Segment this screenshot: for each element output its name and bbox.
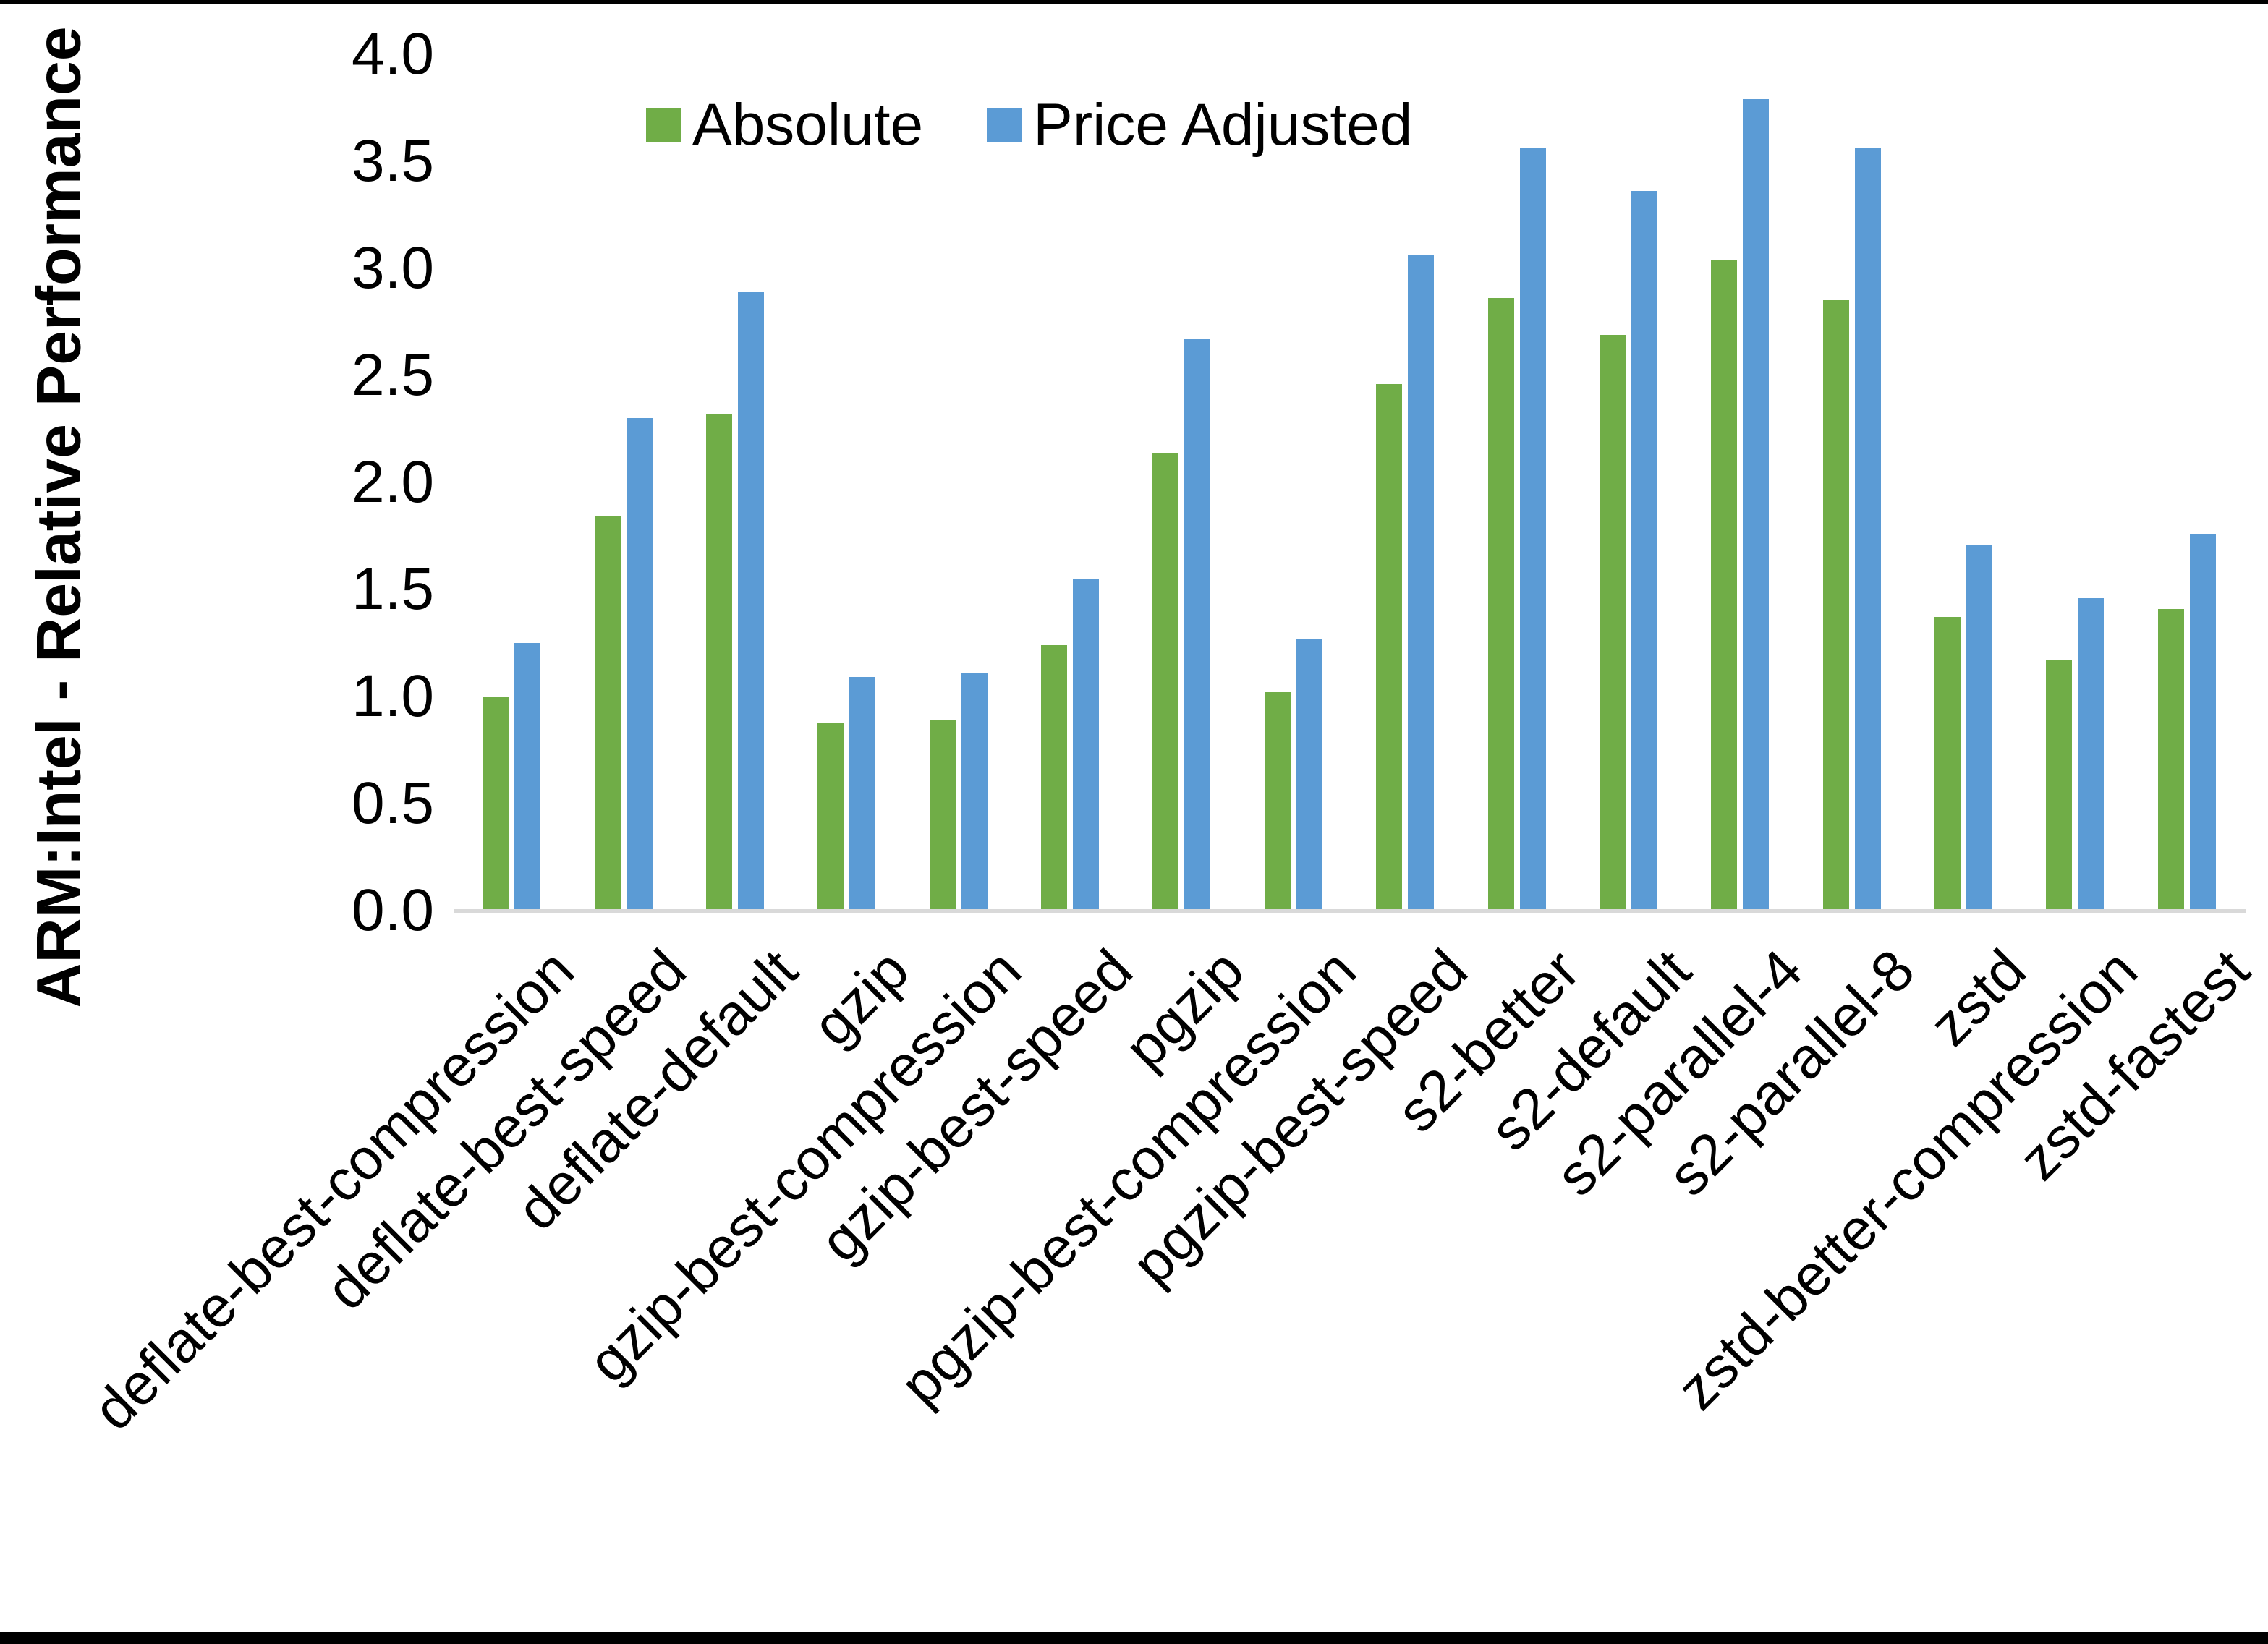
bar-absolute: [483, 697, 509, 911]
x-axis-line: [454, 909, 2246, 913]
y-tick-label: 3.5: [352, 128, 434, 194]
bar-absolute: [1934, 617, 1961, 911]
bar-absolute: [594, 516, 621, 911]
bar-absolute: [817, 722, 844, 911]
bar-absolute: [1822, 300, 1849, 911]
bar-price-adjusted: [737, 291, 764, 911]
bar-price-adjusted: [1296, 639, 1322, 911]
bar-price-adjusted: [1743, 99, 1770, 911]
bar-absolute: [1152, 452, 1179, 911]
bar-absolute: [929, 720, 956, 911]
bar-price-adjusted: [1073, 579, 1100, 911]
bar-price-adjusted: [1408, 255, 1435, 911]
bar-absolute: [1264, 692, 1291, 911]
frame-top-border: [0, 0, 2268, 4]
y-tick-label: 0.0: [352, 877, 434, 943]
bar-absolute: [1376, 383, 1403, 911]
y-tick-label: 1.0: [352, 663, 434, 729]
bar-price-adjusted: [514, 643, 541, 911]
bar-price-adjusted: [1631, 191, 1657, 911]
legend-swatch-price-adjusted: [987, 108, 1022, 142]
legend-label-price-adjusted: Price Adjusted: [1033, 92, 1413, 158]
y-tick-label: 2.0: [352, 449, 434, 515]
bar-price-adjusted: [2189, 534, 2216, 911]
bar-absolute: [1599, 334, 1626, 911]
y-axis-title: ARM:Intel - Relative Performance: [24, 26, 94, 1008]
bar-absolute: [705, 414, 732, 911]
legend-label-absolute: Absolute: [692, 92, 924, 158]
bar-absolute: [2157, 608, 2184, 911]
bar-price-adjusted: [626, 418, 653, 911]
y-tick-label: 0.5: [352, 770, 434, 836]
bar-price-adjusted: [1519, 148, 1546, 911]
bar-price-adjusted: [1854, 148, 1881, 911]
legend-swatch-absolute: [646, 108, 681, 142]
bar-absolute: [1487, 298, 1514, 911]
y-tick-label: 4.0: [352, 21, 434, 87]
bar-price-adjusted: [1184, 338, 1211, 911]
bar-price-adjusted: [2078, 597, 2105, 911]
legend: Absolute Price Adjusted: [646, 91, 1412, 159]
y-tick-label: 1.5: [352, 556, 434, 622]
bar-absolute: [1041, 644, 1068, 911]
bar-price-adjusted: [849, 677, 876, 911]
bar-absolute: [1711, 260, 1738, 911]
bar-price-adjusted: [961, 673, 988, 911]
y-tick-label: 3.0: [352, 235, 434, 301]
bar-price-adjusted: [1966, 544, 1993, 911]
frame-bottom-border: [0, 1632, 2268, 1644]
bar-absolute: [2046, 660, 2073, 911]
y-tick-label: 2.5: [352, 342, 434, 408]
